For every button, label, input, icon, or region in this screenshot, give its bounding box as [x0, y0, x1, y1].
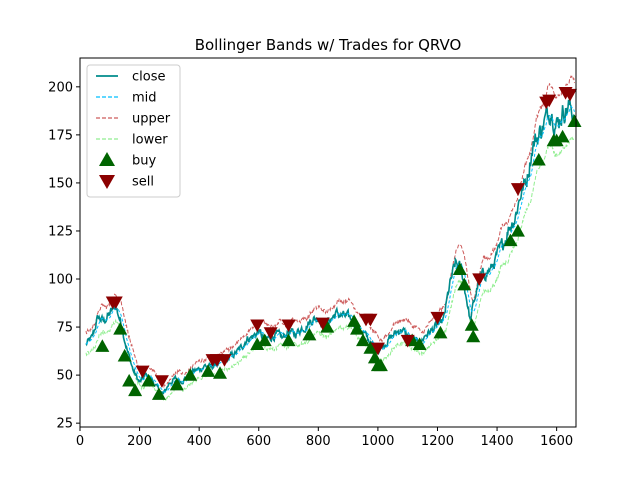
legend-label-buy: buy — [132, 154, 156, 169]
buy-marker — [183, 368, 198, 381]
legend-label-mid: mid — [132, 91, 157, 106]
sell-marker — [370, 342, 385, 356]
x-tick-label: 800 — [306, 434, 331, 449]
y-tick-label: 50 — [56, 369, 73, 384]
sell-marker — [135, 365, 150, 379]
legend-swatch-buy — [99, 152, 115, 166]
y-tick-label: 100 — [48, 273, 73, 288]
sell-marker — [263, 327, 278, 340]
x-tick-label: 0 — [76, 434, 84, 449]
buy-marker — [141, 373, 156, 387]
buy-marker — [464, 318, 479, 331]
series-mid-line — [85, 105, 575, 393]
buy-marker — [95, 339, 110, 352]
buy-marker — [466, 329, 481, 343]
legend-label-upper: upper — [132, 112, 171, 127]
sell-marker — [363, 313, 378, 327]
series-lower-line — [85, 135, 575, 402]
series-close-line — [85, 98, 576, 395]
buy-marker — [201, 364, 216, 377]
buy-marker — [257, 333, 272, 347]
buy-marker — [373, 358, 388, 372]
buy-marker — [250, 337, 265, 350]
legend-swatch-sell — [99, 175, 115, 189]
y-tick-label: 175 — [48, 128, 73, 143]
buy-marker — [452, 262, 467, 276]
x-tick-label: 600 — [246, 434, 271, 449]
buy-marker — [433, 325, 448, 339]
buy-marker — [457, 277, 472, 291]
legend-label-close: close — [132, 70, 165, 85]
sell-marker — [250, 319, 265, 333]
buy-marker — [363, 341, 378, 354]
legend-label-sell: sell — [132, 175, 154, 190]
sell-marker — [510, 183, 525, 196]
sell-marker — [217, 354, 232, 367]
buy-marker — [302, 327, 317, 341]
x-tick-label: 1000 — [361, 434, 394, 449]
buy-marker — [567, 114, 582, 128]
buy-marker — [356, 333, 371, 347]
buy-marker — [320, 320, 335, 333]
series-upper-line — [85, 75, 575, 389]
buy-marker — [113, 321, 128, 335]
sell-marker — [315, 317, 330, 331]
sell-marker — [108, 296, 123, 310]
buy-marker — [555, 129, 570, 143]
buy-marker — [169, 377, 184, 391]
y-tick-label: 75 — [56, 321, 73, 336]
buy-marker — [117, 348, 132, 362]
x-tick-label: 1200 — [421, 434, 454, 449]
chart-title: Bollinger Bands w/ Trades for QRVO — [195, 36, 462, 54]
buy-marker — [412, 337, 427, 350]
plot-frame — [79, 57, 577, 428]
buy-marker — [531, 152, 546, 166]
buy-marker — [122, 373, 137, 387]
buy-marker — [503, 233, 518, 247]
sell-marker — [154, 375, 169, 388]
y-tick-label: 125 — [48, 224, 73, 239]
buy-marker — [281, 333, 296, 347]
sell-marker — [563, 88, 578, 102]
plot-area — [85, 75, 582, 402]
y-tick-label: 150 — [48, 176, 73, 191]
sell-marker — [400, 334, 415, 348]
legend: close mid upper lower buy sell — [86, 64, 181, 198]
y-tick-label: 25 — [56, 417, 73, 432]
x-tick-label: 1400 — [481, 434, 514, 449]
buy-marker — [510, 223, 525, 237]
x-tick-label: 200 — [127, 434, 152, 449]
buy-marker — [549, 133, 564, 147]
buy-marker — [128, 383, 143, 397]
legend-label-lower: lower — [132, 133, 168, 148]
buy-marker — [213, 366, 228, 379]
buy-marker — [350, 321, 365, 335]
sell-marker — [281, 319, 296, 333]
axes: 0 200 400 600 800 1000 1200 1400 1600 25 50 75 100 12… — [48, 80, 573, 449]
x-tick-label: 1600 — [540, 434, 573, 449]
sell-marker — [472, 273, 487, 287]
x-tick-label: 400 — [187, 434, 212, 449]
buy-marker — [151, 387, 166, 400]
y-tick-label: 200 — [48, 80, 73, 95]
sell-marker — [430, 311, 445, 325]
sell-marker — [542, 94, 557, 108]
